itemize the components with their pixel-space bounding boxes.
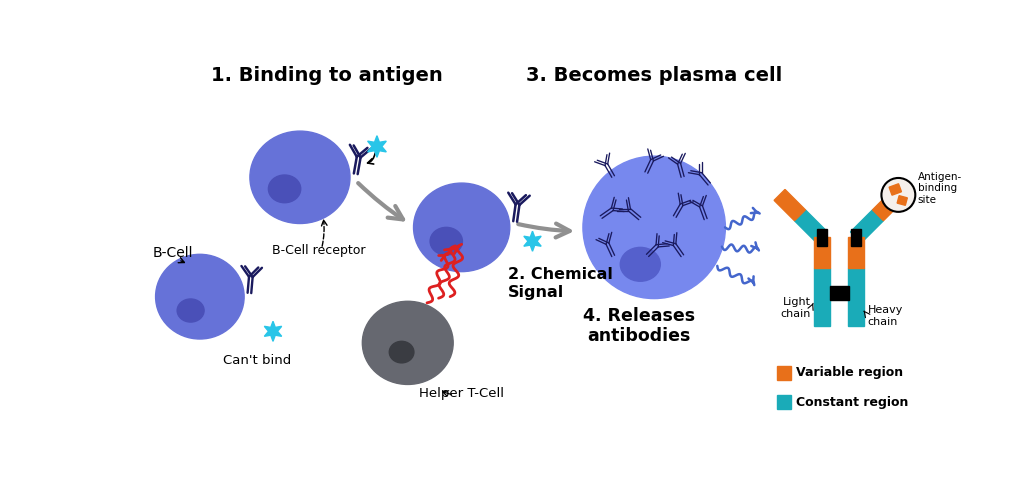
Ellipse shape bbox=[268, 175, 301, 203]
Bar bbox=[889, 184, 901, 195]
Ellipse shape bbox=[177, 299, 204, 322]
Polygon shape bbox=[368, 136, 386, 157]
Ellipse shape bbox=[414, 183, 510, 271]
Bar bbox=[816, 229, 827, 246]
Ellipse shape bbox=[389, 341, 414, 363]
Text: B-Cell receptor: B-Cell receptor bbox=[272, 244, 366, 257]
Polygon shape bbox=[851, 210, 884, 243]
Polygon shape bbox=[774, 189, 806, 221]
Ellipse shape bbox=[156, 255, 244, 339]
Text: 2. Chemical
Signal: 2. Chemical Signal bbox=[508, 267, 612, 299]
Text: Helper T-Cell: Helper T-Cell bbox=[419, 387, 504, 400]
Polygon shape bbox=[872, 189, 904, 221]
Bar bbox=[897, 196, 907, 205]
Bar bbox=[814, 237, 829, 269]
Bar bbox=[814, 269, 829, 326]
Text: Heavy
chain: Heavy chain bbox=[867, 305, 903, 327]
Bar bbox=[848, 237, 863, 269]
Text: Variable region: Variable region bbox=[796, 367, 903, 379]
Polygon shape bbox=[524, 231, 541, 251]
Bar bbox=[777, 395, 792, 409]
Polygon shape bbox=[795, 210, 827, 243]
Ellipse shape bbox=[621, 247, 660, 281]
Ellipse shape bbox=[250, 131, 350, 224]
Text: B-Cell: B-Cell bbox=[153, 246, 194, 260]
Text: Constant region: Constant region bbox=[796, 396, 908, 409]
Text: Can't bind: Can't bind bbox=[223, 355, 292, 368]
Circle shape bbox=[882, 178, 915, 212]
Bar bbox=[848, 269, 863, 326]
Ellipse shape bbox=[362, 301, 454, 384]
Bar bbox=[829, 286, 849, 300]
Text: Antigen-
binding
site: Antigen- binding site bbox=[918, 172, 962, 205]
Text: 3. Becomes plasma cell: 3. Becomes plasma cell bbox=[526, 66, 782, 85]
Bar bbox=[851, 229, 861, 246]
Text: 1. Binding to antigen: 1. Binding to antigen bbox=[211, 66, 442, 85]
Ellipse shape bbox=[430, 227, 463, 255]
Bar bbox=[777, 366, 792, 380]
Text: 4. Releases
antibodies: 4. Releases antibodies bbox=[583, 307, 695, 345]
Text: Light
chain: Light chain bbox=[780, 298, 810, 319]
Ellipse shape bbox=[583, 156, 725, 298]
Polygon shape bbox=[264, 321, 282, 341]
